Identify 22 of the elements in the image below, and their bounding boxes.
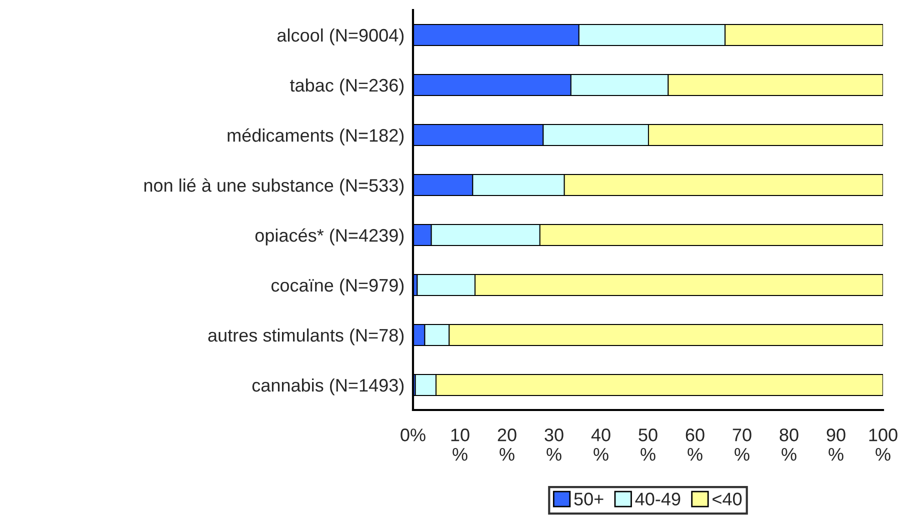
x-tick-label: 10 %	[451, 428, 470, 461]
y-tick-label: opiacés* (N=4239)	[255, 228, 404, 246]
x-tick-label: 20 %	[498, 428, 516, 461]
legend-label: 40-49	[635, 492, 680, 506]
x-tick-label: 40 %	[591, 428, 610, 461]
y-tick-label: autres stimulants (N=78)	[208, 328, 404, 346]
x-tick-label: 70 %	[732, 428, 752, 461]
y-tick-label: alcool (N=9004)	[277, 28, 404, 46]
x-tick-label: 60 %	[686, 428, 704, 461]
y-tick-label: tabac (N=236)	[290, 78, 404, 96]
x-tick-label: 90 %	[826, 428, 846, 461]
legend-label: 50+	[574, 492, 604, 506]
x-tick-label: 80 %	[780, 428, 798, 461]
legend-label: <40	[712, 492, 742, 506]
x-tick-label: 50 %	[638, 428, 658, 461]
y-tick-label: cocaïne (N=979)	[271, 278, 404, 296]
y-tick-label: cannabis (N=1493)	[252, 378, 404, 396]
x-tick-label: 100 %	[869, 428, 898, 461]
x-tick-label: 30 %	[544, 428, 564, 461]
y-tick-label: médicaments (N=182)	[228, 128, 404, 146]
x-tick-label: 0%	[400, 428, 426, 442]
y-tick-label: non lié à une substance (N=533)	[144, 178, 404, 196]
